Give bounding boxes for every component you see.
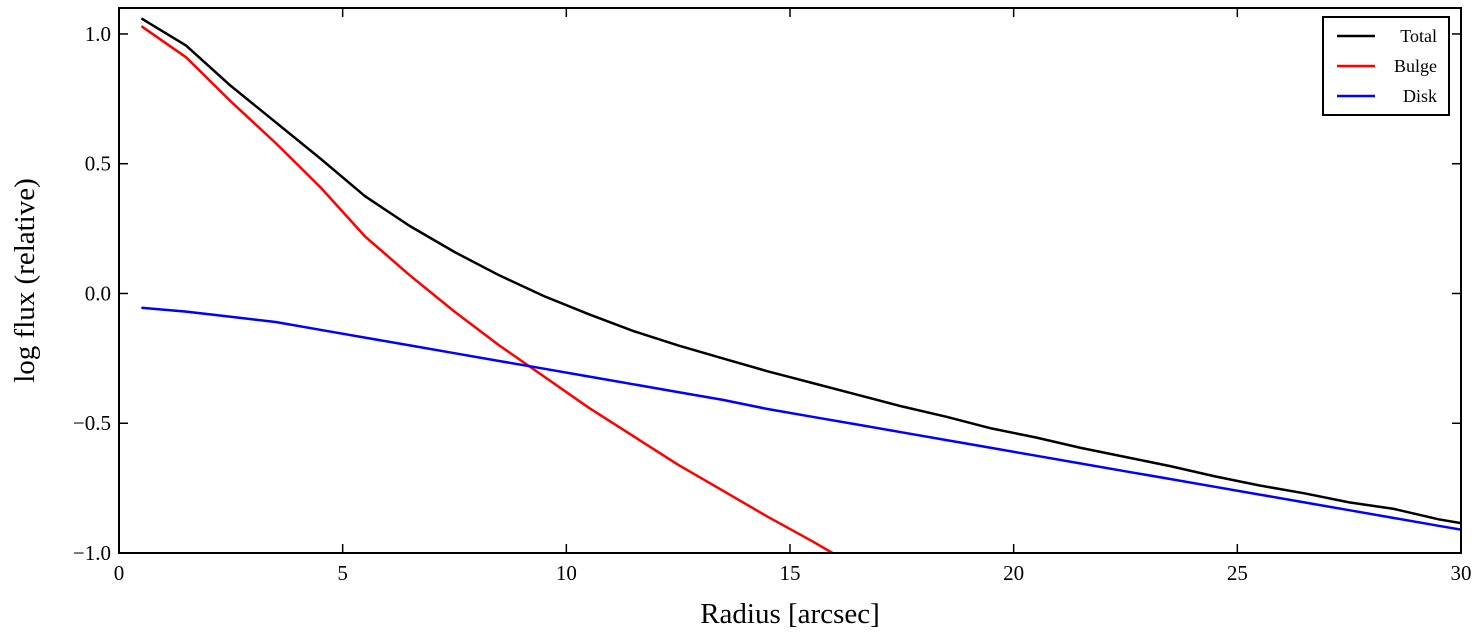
x-tick-label: 20 [1003,561,1024,585]
series-line-bulge [140,25,834,553]
x-axis-title: Radius [arcsec] [700,598,880,630]
x-tick-label: 25 [1227,561,1248,585]
legend-label-bulge: Bulge [1394,56,1437,76]
y-tick-label: −0.5 [73,411,111,435]
y-tick-label: 0.5 [85,152,111,176]
x-tick-label: 15 [780,561,801,585]
x-tick-label: 10 [556,561,577,585]
y-tick-label: 1.0 [85,22,111,46]
series-layer [140,17,1461,553]
plot-frame [118,7,1462,554]
legend-label-disk: Disk [1403,86,1437,106]
x-tick-label: 0 [114,561,125,585]
legend-label-total: Total [1400,26,1437,46]
y-axis-title: log flux (relative) [9,178,41,383]
y-tick-label: −1.0 [73,541,111,565]
ticks-layer: 0 5 10 15 20 25 30 −1.0 −0.5 0.0 0.5 1.0 [73,8,1472,585]
y-tick-label: 0.0 [85,281,111,305]
series-line-disk [141,306,1461,531]
legend: Total Bulge Disk [1322,16,1450,116]
x-tick-label: 30 [1451,561,1472,585]
x-tick-label: 5 [337,561,348,585]
series-line-total [140,17,1461,525]
